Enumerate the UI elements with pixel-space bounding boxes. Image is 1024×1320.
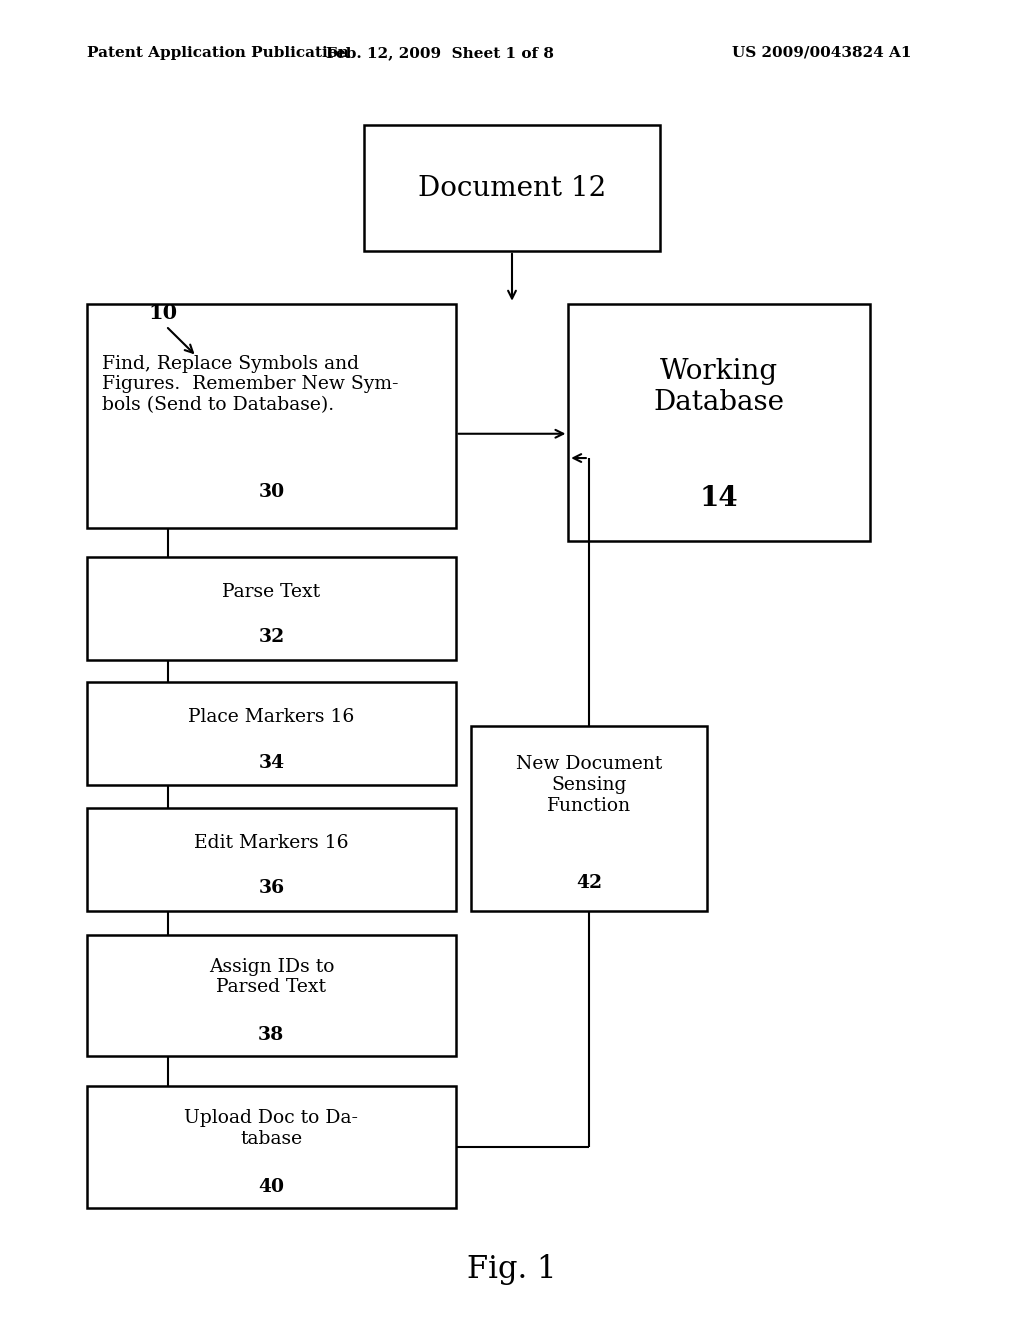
Bar <box>87 304 456 528</box>
Text: Find, Replace Symbols and
Figures.  Remember New Sym-
bols (Send to Database).: Find, Replace Symbols and Figures. Remem… <box>102 355 399 414</box>
Text: Place Markers 16: Place Markers 16 <box>188 709 354 726</box>
Text: Feb. 12, 2009  Sheet 1 of 8: Feb. 12, 2009 Sheet 1 of 8 <box>327 46 554 59</box>
Text: 42: 42 <box>575 874 602 892</box>
Text: 34: 34 <box>258 754 285 772</box>
Text: 30: 30 <box>258 483 285 502</box>
Bar <box>87 808 456 911</box>
Text: Upload Doc to Da-
tabase: Upload Doc to Da- tabase <box>184 1110 358 1148</box>
Bar <box>471 726 707 911</box>
Text: Edit Markers 16: Edit Markers 16 <box>195 834 348 851</box>
Text: Document 12: Document 12 <box>418 174 606 202</box>
Bar <box>364 125 660 251</box>
Text: Assign IDs to
Parsed Text: Assign IDs to Parsed Text <box>209 958 334 997</box>
Text: 10: 10 <box>148 302 177 323</box>
Bar <box>87 682 456 785</box>
Bar <box>87 935 456 1056</box>
Text: 40: 40 <box>258 1179 285 1196</box>
Bar <box>87 557 456 660</box>
Text: Fig. 1: Fig. 1 <box>467 1254 557 1286</box>
Text: 38: 38 <box>258 1027 285 1044</box>
Text: Patent Application Publication: Patent Application Publication <box>87 46 349 59</box>
Text: New Document
Sensing
Function: New Document Sensing Function <box>516 755 662 814</box>
Text: 14: 14 <box>700 484 738 512</box>
Text: 32: 32 <box>258 628 285 647</box>
Text: Parse Text: Parse Text <box>222 583 321 601</box>
Text: Working
Database: Working Database <box>654 358 784 416</box>
Text: US 2009/0043824 A1: US 2009/0043824 A1 <box>732 46 911 59</box>
Text: 36: 36 <box>258 879 285 898</box>
Bar <box>568 304 870 541</box>
Bar <box>87 1086 456 1208</box>
